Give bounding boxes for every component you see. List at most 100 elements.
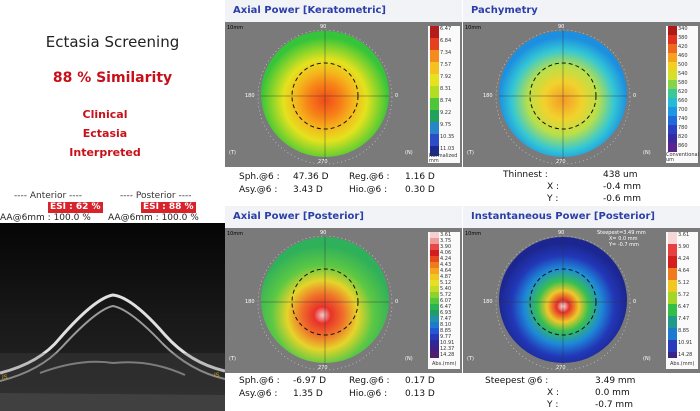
scale-tick: 7.57 xyxy=(440,62,452,68)
instantaneous-posterior-map[interactable]: 10mm Steepest=3.49 mm X= 0.0 mm Y= -0.7 … xyxy=(463,228,700,373)
ectasia-screening-panel: Ectasia Screening 88 % Similarity Clinic… xyxy=(0,0,225,411)
scale-tick: 620 xyxy=(678,89,688,95)
panel-values: Thinnest : 438 um X : -0.4 mm Y : -0.6 m… xyxy=(463,167,700,205)
eye-label-right: (N) xyxy=(643,150,651,156)
pachymetry-map[interactable]: 10mm 90 180 0 270 (T) (N) xyxy=(463,22,700,167)
axis-bottom: 270 xyxy=(556,159,566,165)
color-scale: 3.61 3.75 3.90 4.06 4.24 4.43 4.64 4.87 … xyxy=(428,232,460,369)
eye-label-left: (T) xyxy=(229,356,236,362)
scale-tick: 14.28 xyxy=(678,352,693,358)
scale-unit: Abs.(mm) xyxy=(432,361,457,367)
scale-tick: 660 xyxy=(678,98,688,104)
scale-tick: 3.61 xyxy=(440,232,452,238)
scale-tick: 540 xyxy=(678,71,688,77)
value-key: Hio.@6 : xyxy=(349,389,388,399)
scale-tick: 5.72 xyxy=(678,292,690,298)
anterior-esi-badge: ESI : 62 % xyxy=(48,202,103,213)
value: 0.17 D xyxy=(405,376,435,386)
scale-tick: 12.37 xyxy=(440,346,455,352)
scale-tick: 6.07 xyxy=(440,298,452,304)
scale-tick: 500 xyxy=(678,62,688,68)
value: 3.49 mm xyxy=(595,376,636,386)
panel-values: Sph.@6 : -6.97 D Reg.@6 : 0.17 D Asy.@6 … xyxy=(225,373,462,411)
color-scale: 3.61 3.90 4.24 4.64 5.12 5.72 6.47 7.47 … xyxy=(666,232,698,369)
axial-posterior-map[interactable]: 10mm 90 180 0 270 (T) (N) xyxy=(225,228,462,373)
scale-tick: 4.64 xyxy=(440,268,452,274)
axis-left: 180 xyxy=(483,93,493,99)
axis-bottom: 270 xyxy=(318,365,328,371)
panel-pachymetry[interactable]: Pachymetry 10mm xyxy=(463,0,700,205)
result-line-2: Ectasia xyxy=(82,127,128,140)
scale-tick: 10.91 xyxy=(678,340,693,346)
scale-tick: 9.77 xyxy=(440,334,452,340)
value: -0.7 mm xyxy=(595,400,633,410)
svg-text:IS: IS xyxy=(214,372,220,379)
scale-tick: 5.40 xyxy=(440,286,452,292)
value: -0.4 mm xyxy=(603,182,641,192)
panel-title: Instantaneous Power [Posterior] xyxy=(463,206,700,228)
panel-axial-posterior[interactable]: Axial Power [Posterior] xyxy=(225,206,462,411)
axis-right: 0 xyxy=(633,93,637,99)
scale-tick: 5.12 xyxy=(440,280,452,286)
scale-tick: 860 xyxy=(678,143,688,149)
value-key: Sph.@6 : xyxy=(239,172,280,182)
eye-label-right: (N) xyxy=(643,356,651,362)
value-key: Asy.@6 : xyxy=(239,185,278,195)
scale-tick: 820 xyxy=(678,134,688,140)
value-key: Sph.@6 : xyxy=(239,376,280,386)
value-key: Steepest @6 : xyxy=(485,376,549,386)
scale-tick: 4.87 xyxy=(440,274,452,280)
axis-top: 90 xyxy=(320,230,327,236)
scale-tick: 340 xyxy=(678,26,688,32)
panel-instantaneous-posterior[interactable]: Instantaneous Power [Posterior] xyxy=(463,206,700,411)
scale-tick: 4.43 xyxy=(440,262,452,268)
corner-label: 10mm xyxy=(227,231,244,237)
axis-bottom: 270 xyxy=(318,159,328,165)
result-line-1: Clinical xyxy=(82,108,128,121)
posterior-header: ---- Posterior ---- xyxy=(120,191,192,201)
scale-tick: 5.12 xyxy=(678,280,690,286)
value: 0.0 mm xyxy=(595,388,630,398)
anterior-aa-value: AA@6mm : 100.0 % xyxy=(0,213,91,223)
scale-tick: 7.47 xyxy=(678,316,690,322)
value: 3.43 D xyxy=(293,185,323,195)
eye-label-right: (N) xyxy=(405,356,413,362)
panel-title: Pachymetry xyxy=(463,0,700,22)
eye-label-right: (N) xyxy=(405,150,413,156)
scale-tick: 9.22 xyxy=(440,110,452,116)
scale-tick: 8.85 xyxy=(678,328,690,334)
svg-text:IS: IS xyxy=(2,374,8,381)
axis-right: 0 xyxy=(395,93,399,99)
scale-tick: 8.31 xyxy=(440,86,452,92)
scale-tick: 6.47 xyxy=(678,304,690,310)
value-key: Reg.@6 : xyxy=(349,376,390,386)
panel-axial-keratometric[interactable]: Axial Power [Keratometric] xyxy=(225,0,462,205)
axis-left: 180 xyxy=(483,299,493,305)
value: 1.35 D xyxy=(293,389,323,399)
corner-label: 10mm xyxy=(465,231,482,237)
steepest-x-annotation: X= 0.0 mm xyxy=(609,236,638,242)
color-scale: 6.47 6.84 7.34 7.57 7.92 8.31 8.74 9.22 … xyxy=(428,26,460,164)
scale-tick: 460 xyxy=(678,53,688,59)
scale-unit: Normalized mm xyxy=(429,153,458,164)
scale-unit: Conventional um xyxy=(666,152,699,163)
axis-right: 0 xyxy=(633,299,637,305)
scale-tick: 3.75 xyxy=(440,238,452,244)
value-key: X : xyxy=(547,388,560,398)
scale-tick: 380 xyxy=(678,35,688,41)
eye-label-left: (T) xyxy=(467,150,474,156)
scale-tick: 4.24 xyxy=(678,256,690,262)
scale-tick: 10.35 xyxy=(440,134,455,140)
scale-tick: 6.47 xyxy=(440,304,452,310)
value-key: Y : xyxy=(547,194,559,204)
posterior-aa-value: AA@6mm : 100.0 % xyxy=(108,213,199,223)
value-key: Reg.@6 : xyxy=(349,172,390,182)
scale-tick: 8.85 xyxy=(440,328,452,334)
scale-tick: 4.24 xyxy=(440,256,452,262)
scale-tick: 5.72 xyxy=(440,292,452,298)
scale-tick: 3.90 xyxy=(678,244,690,250)
scale-tick: 580 xyxy=(678,80,688,86)
scale-tick: 7.92 xyxy=(440,74,452,80)
axial-keratometric-map[interactable]: 10mm 90 180 0 270 (T) (N) 6.47 6.84 xyxy=(225,22,462,167)
value: 0.13 D xyxy=(405,389,435,399)
